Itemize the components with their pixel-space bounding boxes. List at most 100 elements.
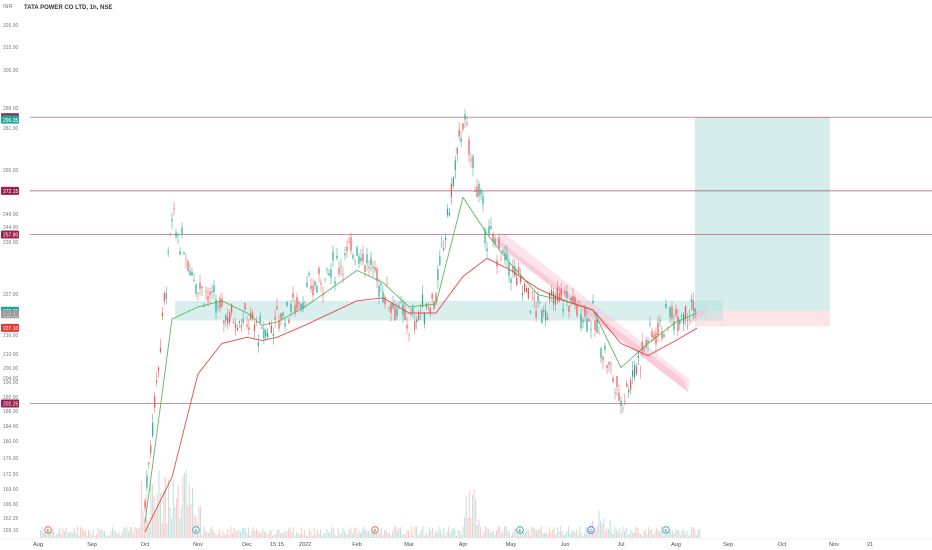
y-tick-label: 325.00 (3, 23, 19, 29)
candle-body (316, 286, 318, 293)
volume-bar (555, 534, 557, 538)
volume-bar (100, 528, 102, 538)
candle-body (651, 331, 653, 338)
volume-bar (556, 526, 558, 538)
volume-bar (368, 530, 370, 538)
volume-bar (179, 517, 181, 538)
volume-bar (520, 532, 522, 538)
candle-body (189, 270, 191, 275)
candle-body (502, 250, 504, 253)
volume-bar (209, 529, 211, 538)
volume-bar (387, 532, 389, 538)
volume-bar (612, 534, 614, 538)
volume-bar (350, 527, 352, 538)
candle-body (169, 234, 171, 235)
candle-body (272, 333, 274, 336)
candle-body (382, 292, 384, 303)
volume-bar (624, 531, 626, 538)
candle-body (366, 254, 368, 264)
candle-body (675, 308, 677, 315)
candle-body (594, 320, 596, 331)
volume-bar (291, 532, 293, 538)
volume-bar (628, 534, 630, 538)
candle-body (350, 237, 352, 251)
volume-bar (580, 532, 582, 538)
y-tick-label: 244.00 (3, 225, 19, 231)
volume-bar (270, 529, 272, 538)
volume-bar (201, 535, 203, 538)
descending-channel-band (490, 233, 690, 393)
volume-bar (256, 528, 258, 538)
candle-body (380, 283, 382, 286)
volume-bar (108, 535, 110, 538)
volume-bar (435, 531, 437, 538)
candle-body (205, 291, 207, 293)
candle-body (155, 380, 158, 383)
volume-bar (427, 534, 429, 538)
candle-body (586, 318, 588, 332)
volume-bar (672, 530, 674, 538)
volume-bar (547, 534, 549, 538)
candle-body (474, 190, 476, 192)
candle-body (514, 266, 516, 277)
volume-bar (516, 533, 518, 538)
volume-bar (224, 534, 226, 538)
volume-bar (505, 526, 507, 538)
candle-body (661, 331, 663, 339)
volume-bar (587, 530, 589, 538)
volume-bar (584, 533, 586, 538)
candle-body (342, 274, 344, 275)
candle-body (643, 348, 645, 350)
candle-body (240, 325, 242, 328)
volume-bar (622, 526, 624, 538)
y-tick-label: 184.00 (3, 424, 19, 430)
candle-body (219, 297, 221, 308)
candle-body (292, 293, 294, 298)
volume-bar (316, 530, 318, 538)
candle-body (356, 247, 358, 256)
y-tick-label: 204.00 (3, 376, 19, 382)
volume-bar (204, 530, 206, 538)
volume-bar (265, 531, 267, 538)
candle-body (324, 279, 326, 281)
volume-bar (462, 526, 464, 538)
candle-body (443, 248, 445, 250)
volume-bar (424, 535, 426, 538)
volume-bar (187, 506, 189, 538)
y-tick-label: 216.00 (3, 333, 19, 339)
candle-body (639, 369, 641, 371)
volume-bar (489, 532, 491, 538)
candle-body (541, 310, 543, 323)
volume-bar (404, 534, 406, 538)
volume-bar (273, 534, 275, 538)
volume-bar (286, 531, 288, 538)
volume-bar (340, 532, 342, 538)
volume-bar (673, 532, 675, 538)
candle-body (213, 285, 215, 293)
volume-bar (680, 535, 682, 538)
volume-bar (364, 529, 366, 538)
volume-bar (305, 535, 307, 538)
volume-bar (393, 526, 395, 538)
volume-bar (192, 487, 194, 538)
volume-bar (257, 531, 259, 538)
candle-body (177, 234, 179, 236)
candle-body (191, 272, 193, 276)
candle-body (199, 282, 201, 289)
volume-bar (328, 532, 330, 538)
candle-body (692, 300, 694, 311)
volume-bar (372, 531, 374, 538)
candle-body (694, 308, 696, 312)
volume-bar (473, 489, 475, 538)
candle-body (209, 291, 211, 296)
candle-body (456, 148, 458, 154)
volume-bar (398, 527, 400, 538)
x-tick-label: 2022 (299, 542, 311, 548)
volume-bar (40, 530, 42, 538)
candle-body (336, 255, 338, 259)
candle-body (468, 139, 470, 155)
volume-bar (44, 528, 46, 538)
candle-body (252, 312, 254, 319)
volume-bar (400, 527, 402, 538)
